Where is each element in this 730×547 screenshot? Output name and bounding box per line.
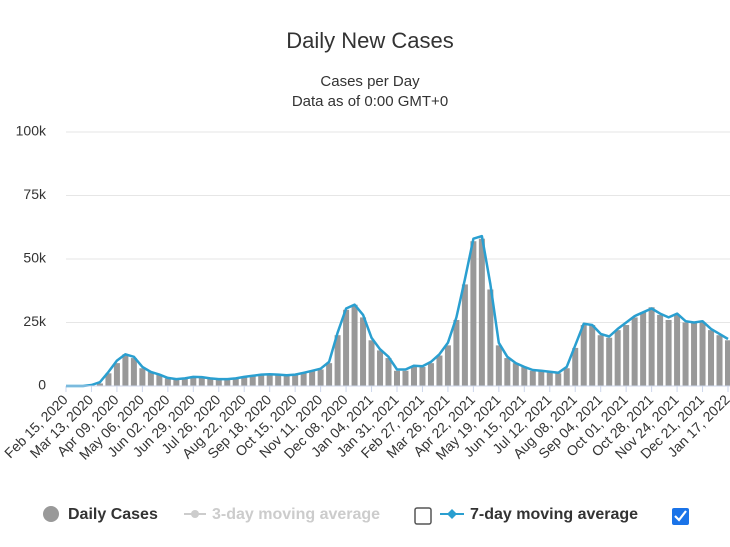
bar [648,307,655,386]
legend-marker[interactable] [191,510,199,518]
bar [623,325,630,386]
legend-label[interactable]: 3-day moving average [212,506,380,523]
y-tick-label: 50k [23,250,47,266]
legend-label[interactable]: Daily Cases [68,506,158,523]
y-tick-label: 100k [16,123,47,139]
chart-subtitle: Cases per Day [320,73,420,90]
bar [572,347,579,386]
y-tick-label: 75k [23,186,47,202]
bar [410,366,417,386]
bar [478,238,485,386]
y-tick-label: 0 [38,377,46,393]
bar [181,378,188,386]
bar [665,319,672,386]
bar [130,358,137,386]
bar [105,373,112,386]
bar [198,377,205,386]
bar [368,340,375,386]
bar [444,345,451,386]
bar [122,354,129,386]
bar [300,373,307,386]
bar [606,337,613,386]
bar [275,374,282,386]
bar [215,379,222,386]
bar [725,340,730,386]
bar [640,312,647,386]
legend-marker[interactable] [447,509,457,519]
bar [682,322,689,386]
bar [164,378,171,386]
bar [563,368,570,386]
bar [385,358,392,386]
bar [580,325,587,386]
chart-note: Data as of 0:00 GMT+0 [292,93,448,110]
bar [631,317,638,386]
bar [521,366,528,386]
bar [190,377,197,386]
bar [708,330,715,386]
line [66,234,729,388]
bar [453,319,460,386]
bar [394,370,400,386]
bar [292,374,299,386]
bar [614,330,621,386]
bar [309,370,316,386]
bar [691,322,698,386]
bar [419,366,426,386]
bar [224,379,231,386]
bar [207,378,214,386]
bar [555,373,562,386]
bar [436,355,443,386]
bar [699,322,706,386]
bar [343,309,350,386]
bar [360,317,367,386]
bar [156,374,163,386]
bar [326,363,333,386]
bar [241,377,248,386]
bar [351,304,358,386]
bar [147,372,154,386]
legend: Daily Cases 3-day moving average 7-day m… [43,506,689,525]
bar [113,363,120,386]
bar [461,284,468,386]
bar [529,370,536,386]
chart-title: Daily New Cases [286,28,454,53]
bar [317,369,324,386]
bar [377,350,384,386]
bar [495,345,502,386]
bar [334,335,341,386]
bar [232,378,239,386]
bar [538,370,545,386]
checkmark [674,510,687,522]
bar [546,372,553,386]
y-tick-label: 25k [23,313,47,329]
bar [402,370,409,386]
bar [173,379,180,386]
bar [512,363,519,386]
bar [589,325,596,386]
bar [657,314,664,386]
bar [96,383,103,386]
bar [139,368,146,386]
bar [249,375,256,386]
bar [427,363,434,386]
bar [504,358,511,386]
bar [597,335,604,386]
checkbox[interactable] [414,507,432,525]
bar [470,241,477,386]
bar [283,375,290,386]
legend-label[interactable]: 7-day moving average [470,506,638,523]
bar [258,374,265,386]
bar [716,335,723,386]
bar [674,314,681,386]
legend-marker[interactable] [43,506,59,522]
bar [266,374,273,386]
bar [487,289,494,386]
